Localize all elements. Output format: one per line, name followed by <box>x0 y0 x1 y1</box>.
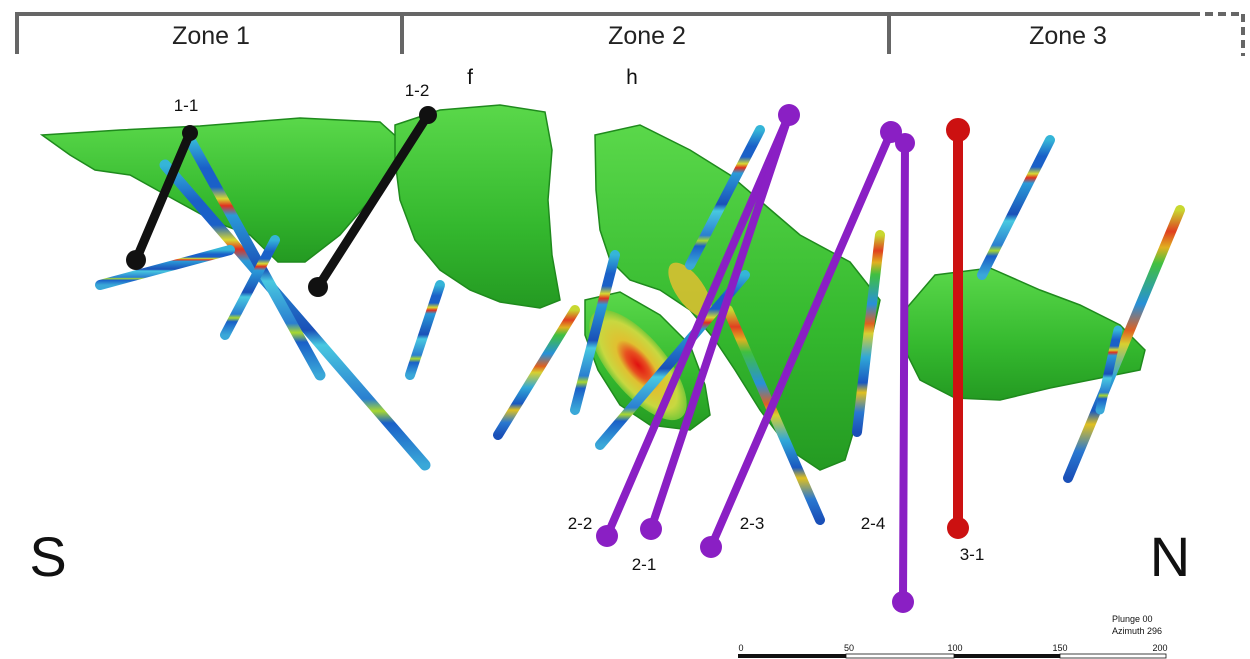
hole-2-3-end <box>700 536 722 558</box>
hole-label-1-1: 1-1 <box>174 96 199 115</box>
hole-2-2-trace <box>603 111 793 540</box>
scale-segment <box>954 654 1060 658</box>
hole-label-2-4: 2-4 <box>861 514 886 533</box>
drill-trace <box>493 305 580 440</box>
hole-2-collar <box>778 104 800 126</box>
zone-1-label: Zone 1 <box>172 22 250 50</box>
scale-tick-0: 0 <box>738 643 743 653</box>
scale-tick-150: 150 <box>1052 643 1067 653</box>
grade-ellipse <box>589 309 687 421</box>
hole-label-1-2: 1-2 <box>405 81 430 100</box>
hole-label-2-1: 2-1 <box>632 555 657 574</box>
drill-trace <box>852 230 885 437</box>
view-plunge: Plunge 00 <box>1112 614 1153 624</box>
hole-1-1-end <box>126 250 146 270</box>
scale-segment <box>738 654 846 658</box>
background-drill-holes <box>12 109 1185 525</box>
drill-trace <box>685 125 765 270</box>
hole-2-4-trace <box>899 139 909 606</box>
hole-3-1-end <box>947 517 969 539</box>
hole-2-4-end <box>892 591 914 613</box>
scale-tick-100: 100 <box>947 643 962 653</box>
section-letter-h: h <box>626 66 638 89</box>
hole-3-1-collar <box>946 118 970 142</box>
zone-3-label: Zone 3 <box>1029 22 1107 50</box>
view-azimuth: Azimuth 296 <box>1112 626 1162 636</box>
hole-labels: 1-1 1-2 2-2 2-1 2-3 2-4 3-1 <box>174 81 985 574</box>
hole-1-2-trace <box>313 110 433 292</box>
compass-north: N <box>1150 525 1190 588</box>
hole-2-1-trace <box>647 111 793 533</box>
drill-trace <box>1063 205 1185 483</box>
drill-trace <box>977 135 1055 280</box>
high-grade-core <box>589 262 712 421</box>
hole-2-3-collar <box>880 121 902 143</box>
scale-tick-200: 200 <box>1152 643 1167 653</box>
hole-label-2-3: 2-3 <box>740 514 765 533</box>
drill-trace <box>723 305 825 525</box>
scale-segment <box>845 653 955 659</box>
drill-trace <box>184 134 326 381</box>
hole-2-1-end <box>640 518 662 540</box>
drill-trace <box>570 250 620 415</box>
drill-trace <box>159 159 431 471</box>
compass-south: S <box>29 525 66 588</box>
scale-bar: 0 50 100 150 200 <box>738 643 1168 659</box>
drill-trace <box>405 280 445 380</box>
zone-2-label: Zone 2 <box>608 22 686 50</box>
hole-label-2-2: 2-2 <box>568 514 593 533</box>
highlighted-holes <box>126 104 970 613</box>
hole-1-2-end <box>308 277 328 297</box>
drill-trace <box>220 235 280 340</box>
zone-header: Zone 1 Zone 2 Zone 3 <box>15 12 1245 56</box>
hole-label-3-1: 3-1 <box>960 545 985 564</box>
drill-trace <box>595 270 750 450</box>
scale-tick-50: 50 <box>844 643 854 653</box>
section-letter-f: f <box>467 66 473 89</box>
grade-ellipse-upper <box>668 262 712 318</box>
drill-trace <box>1095 325 1123 415</box>
hole-1-1-trace <box>131 128 195 265</box>
hole-2-4-collar <box>895 133 915 153</box>
hole-1-2-collar <box>419 106 437 124</box>
scale-segment <box>1059 653 1167 659</box>
hole-2-2-end <box>596 525 618 547</box>
hole-1-1-collar <box>182 125 198 141</box>
hole-2-3-trace <box>707 128 895 551</box>
drill-trace <box>95 245 235 290</box>
